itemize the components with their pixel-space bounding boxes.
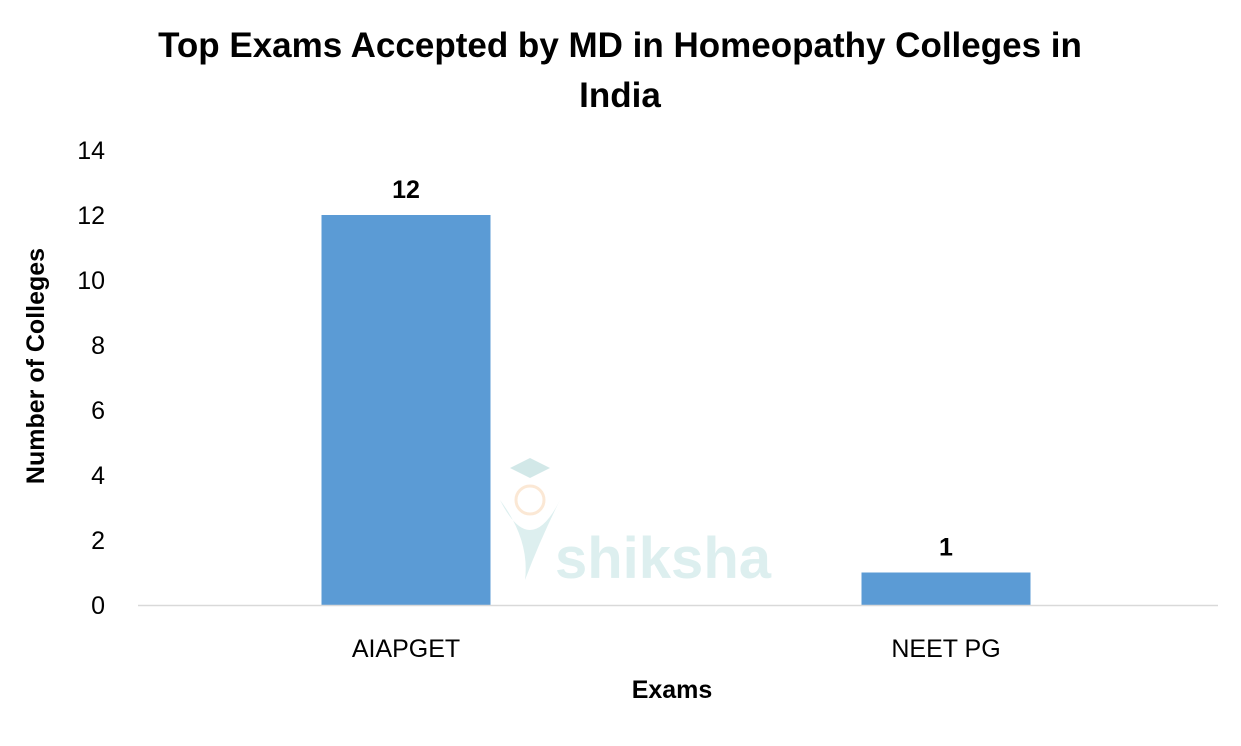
- y-tick-label: 14: [77, 137, 105, 165]
- y-tick-label: 2: [91, 527, 105, 555]
- x-axis-label: Exams: [632, 676, 713, 704]
- data-label: 12: [392, 176, 420, 204]
- y-axis-label: Number of Colleges: [22, 248, 50, 484]
- bar-neet-pg: [861, 572, 1031, 605]
- y-tick-label: 6: [91, 397, 105, 425]
- y-tick-label: 8: [91, 332, 105, 360]
- x-tick-label: AIAPGET: [352, 635, 460, 663]
- watermark-logo: shiksha: [500, 458, 772, 591]
- chart-title-line-2: India: [579, 76, 661, 115]
- chart-title-line-1: Top Exams Accepted by MD in Homeopathy C…: [158, 26, 1082, 65]
- data-label: 1: [939, 534, 953, 562]
- bar-aiapget: [321, 215, 491, 605]
- y-tick-label: 12: [77, 202, 105, 230]
- x-tick-label: NEET PG: [891, 635, 1000, 663]
- y-tick-label: 10: [77, 267, 105, 295]
- y-tick-label: 0: [91, 592, 105, 620]
- y-tick-label: 4: [91, 462, 105, 490]
- watermark-text: shiksha: [555, 526, 772, 591]
